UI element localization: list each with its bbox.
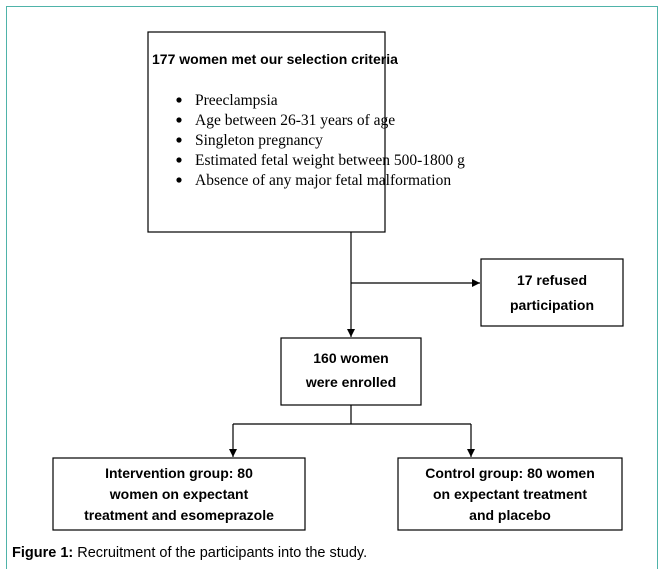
criteria-item: Age between 26-31 years of age — [195, 112, 395, 129]
caption-text: Recruitment of the participants into the… — [77, 545, 367, 561]
caption-label: Figure 1: — [12, 545, 73, 561]
box-text: Intervention group: 80 — [105, 465, 253, 481]
box-text: were enrolled — [305, 374, 396, 390]
box-text: on expectant treatment — [433, 486, 587, 502]
bullet — [176, 177, 182, 183]
figure-border — [6, 6, 658, 569]
refused-box — [480, 258, 624, 327]
box-text: treatment and esomeprazole — [84, 507, 274, 523]
intervention-box — [52, 457, 306, 531]
box-text: 160 women — [313, 350, 388, 366]
box-text: women on expectant — [109, 486, 249, 502]
bullet — [176, 157, 182, 163]
criteria-item: Preeclampsia — [195, 92, 278, 109]
caption: Figure 1: Recruitment of the participants… — [12, 545, 367, 561]
bullet — [176, 97, 182, 103]
control-box — [397, 457, 623, 531]
criteria-item: Absence of any major fetal malformation — [195, 172, 451, 189]
criteria-title: 177 women met our selection criteria — [152, 51, 398, 67]
box-text: and placebo — [469, 507, 551, 523]
criteria-item: Singleton pregnancy — [195, 132, 323, 149]
bullet — [176, 117, 182, 123]
box-text: participation — [510, 297, 594, 313]
bullet — [176, 137, 182, 143]
box-text: Control group: 80 women — [425, 465, 595, 481]
criteria-box — [147, 31, 386, 233]
criteria-item: Estimated fetal weight between 500-1800 … — [195, 152, 465, 169]
enrolled-box — [280, 337, 422, 406]
box-text: 17 refused — [517, 272, 587, 288]
